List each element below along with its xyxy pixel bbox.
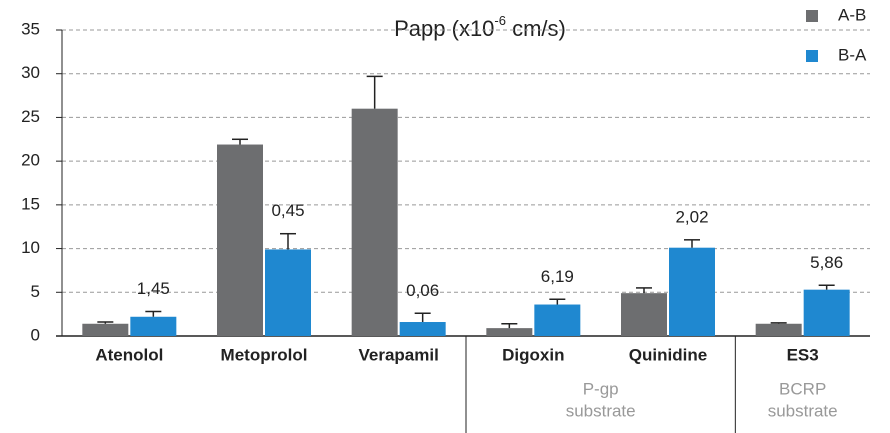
legend-label: A-B (838, 5, 866, 24)
group-label: P-gp (583, 379, 619, 398)
x-tick-label: Digoxin (502, 345, 564, 364)
annotation: 2,02 (675, 207, 708, 226)
y-tick-label: 0 (31, 325, 40, 344)
title-part: cm/s) (506, 16, 566, 41)
bar (399, 322, 446, 336)
bar (351, 108, 398, 336)
annotation: 1,45 (137, 279, 170, 298)
bar (130, 316, 177, 336)
bar (82, 323, 129, 336)
bar (486, 328, 533, 336)
x-tick-label: ES3 (787, 345, 819, 364)
legend-swatch (806, 50, 818, 62)
bar (755, 323, 802, 336)
legend-label: B-A (838, 45, 867, 64)
group-label: substrate (566, 401, 636, 420)
legend-swatch (806, 10, 818, 22)
error-bar (414, 312, 431, 323)
y-tick-label: 5 (31, 282, 40, 301)
bar (669, 247, 715, 336)
x-tick-label: Metoprolol (221, 345, 308, 364)
error-bar (280, 232, 296, 250)
y-tick-label: 20 (21, 151, 40, 170)
bar (217, 144, 263, 336)
error-bar (549, 298, 566, 305)
error-bar (818, 284, 835, 290)
error-bar (232, 138, 248, 145)
annotation: 5,86 (810, 253, 843, 272)
y-tick-label: 30 (21, 63, 40, 82)
error-bar (145, 310, 162, 317)
error-bar (97, 321, 114, 324)
x-tick-label: Verapamil (359, 345, 439, 364)
error-bar (770, 322, 787, 324)
error-bar (501, 323, 518, 329)
x-tick-label: Quinidine (629, 345, 707, 364)
x-tick-label: Atenolol (95, 345, 163, 364)
annotation: 6,19 (541, 267, 574, 286)
bar (621, 293, 667, 336)
bar (534, 304, 581, 336)
group-label: BCRP (779, 379, 826, 398)
title-part: Papp (x10 (394, 16, 494, 41)
y-tick-label: 15 (21, 194, 40, 213)
error-bar (366, 75, 383, 109)
title-superscript: -6 (494, 13, 506, 28)
chart-title: Papp (x10-6 cm/s) (394, 13, 566, 40)
y-tick-label: 10 (21, 238, 40, 257)
annotation: 0,45 (271, 201, 304, 220)
error-bar (684, 239, 700, 248)
annotation: 0,06 (406, 281, 439, 300)
y-tick-label: 25 (21, 107, 40, 126)
bar (803, 289, 850, 336)
y-tick-label: 35 (21, 19, 40, 38)
bar (265, 249, 311, 336)
group-label: substrate (768, 401, 838, 420)
error-bar (636, 287, 652, 294)
